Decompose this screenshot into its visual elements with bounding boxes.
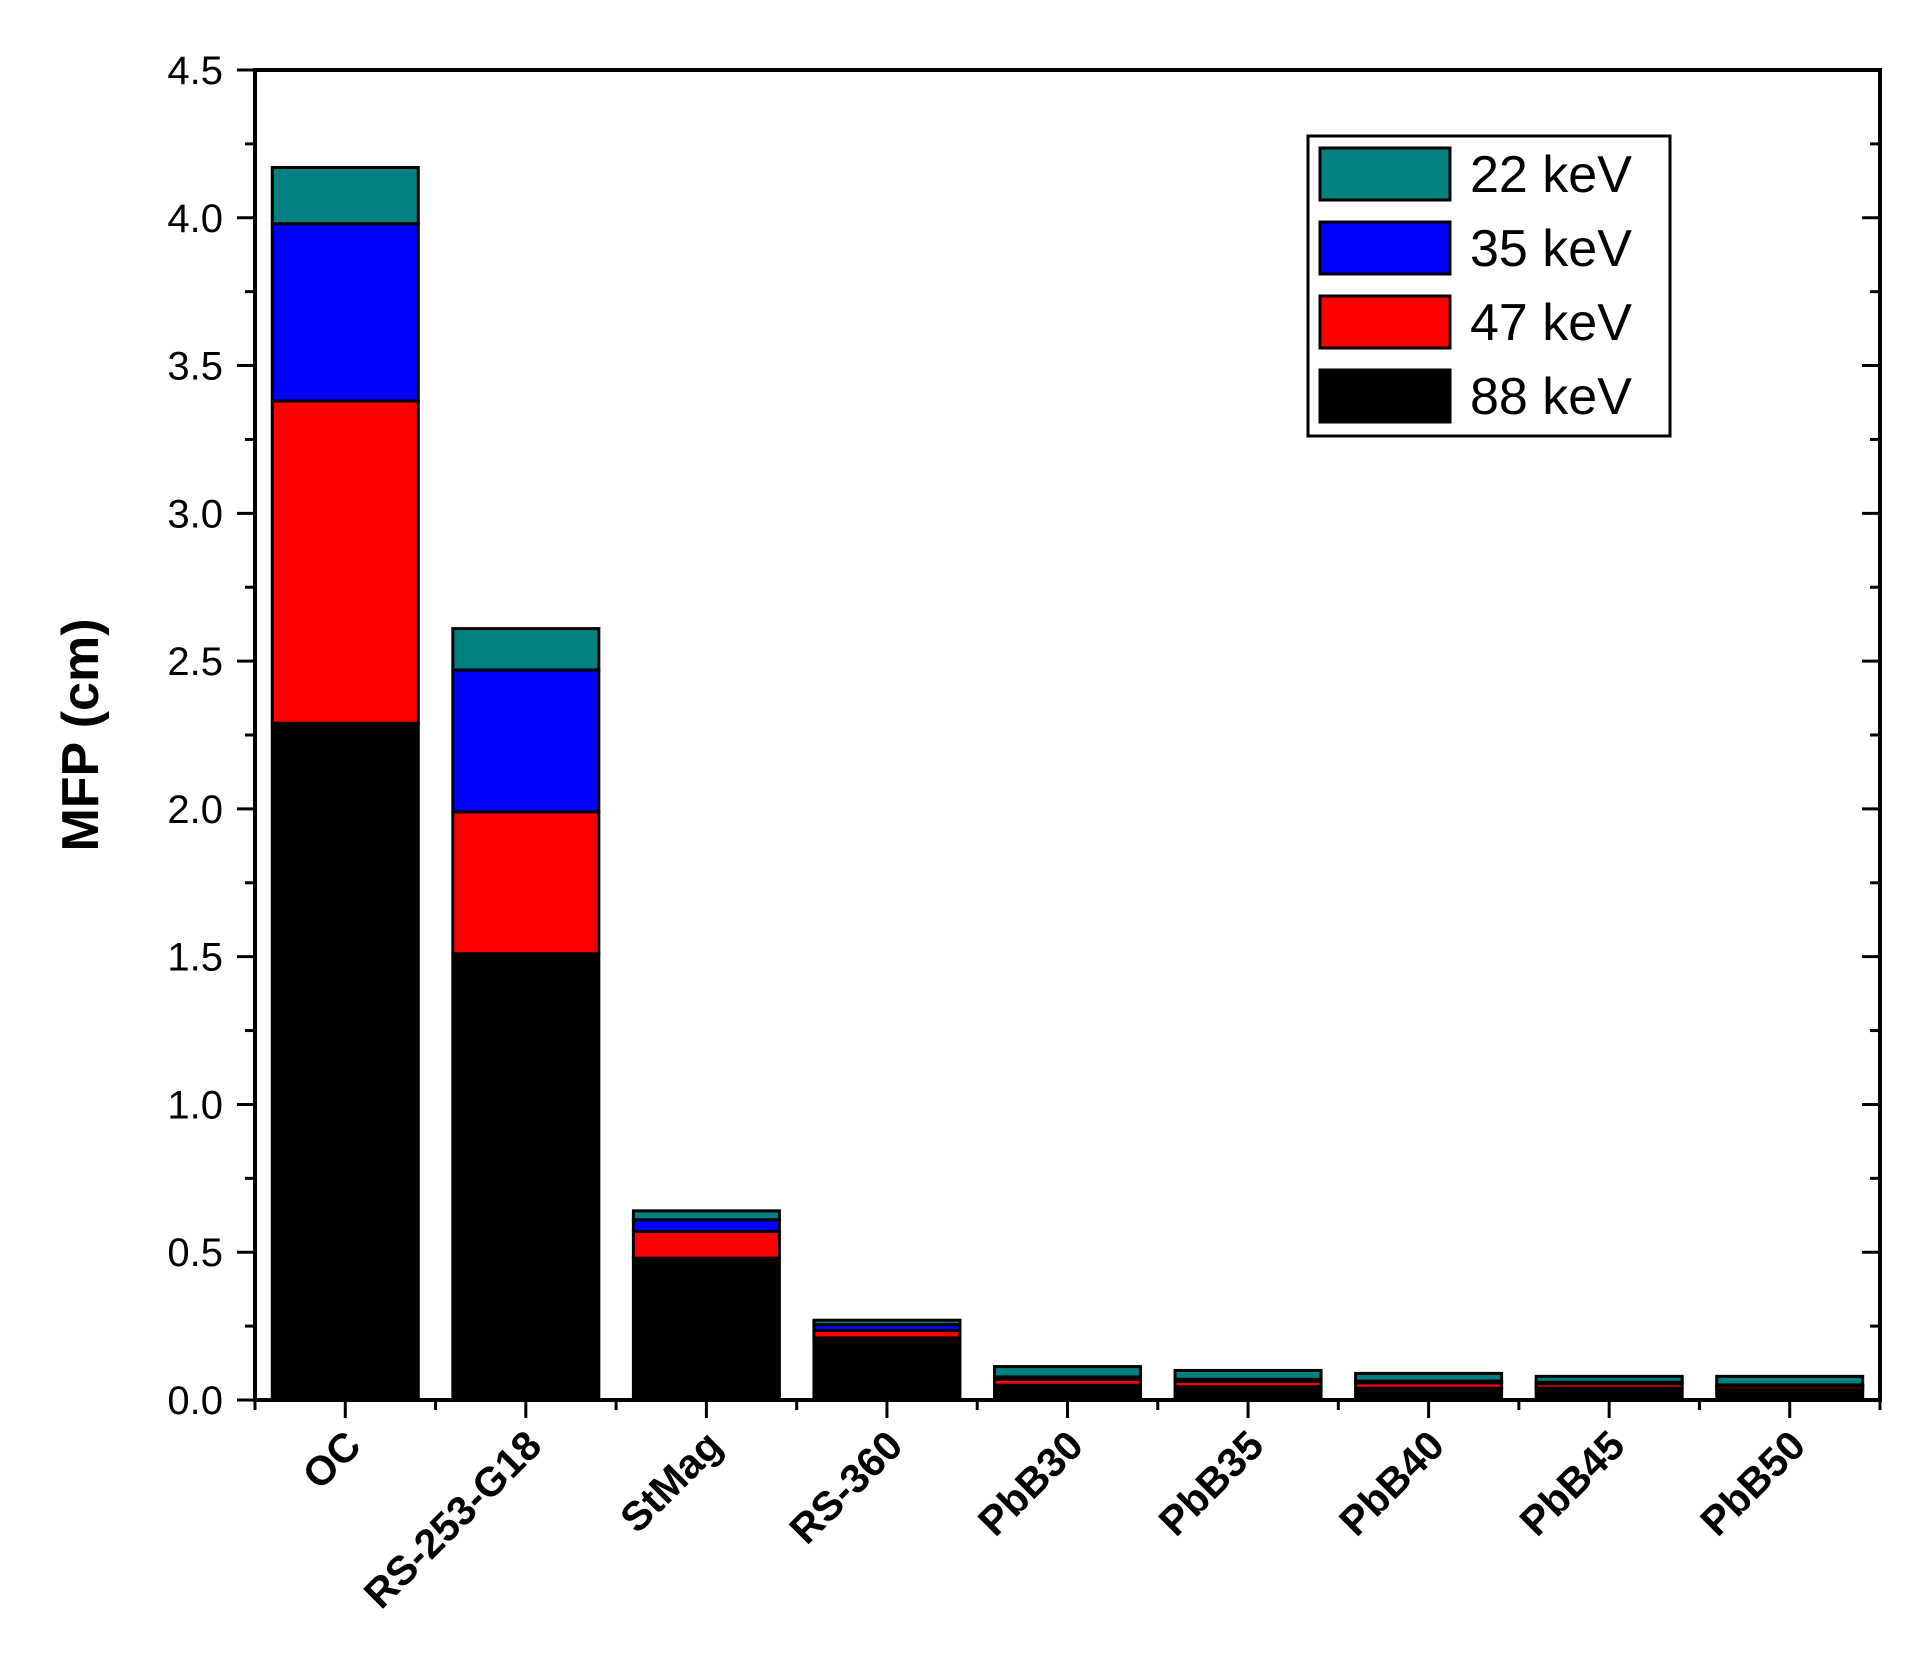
bar-segment-pbb30-22-kev (993, 1365, 1142, 1379)
y-tick-label: 1.5 (167, 936, 223, 980)
y-tick-labels: 0.0 0.5 1.0 1.5 2.0 2.5 3.0 3.5 4.0 4.5 (167, 49, 223, 1423)
bar-segment-rs-253-g18-88-kev (451, 952, 601, 1402)
x-category-label: PbB40 (1330, 1422, 1453, 1545)
bar-segment-rs-360-88-kev (812, 1336, 962, 1402)
x-category-label: RS-253-G18 (355, 1422, 550, 1617)
y-tick-label: 3.5 (167, 345, 223, 389)
bar-segment-pbb45-22-kev (1534, 1374, 1684, 1384)
y-tick-label: 4.0 (167, 197, 223, 241)
legend-label: 88 keV (1470, 368, 1632, 426)
x-category-label: OC (294, 1422, 370, 1498)
y-tick-label: 2.5 (167, 640, 223, 684)
bar-segment-rs-253-g18-47-kev (451, 810, 601, 956)
legend-label: 22 keV (1470, 146, 1632, 204)
bar-segment-pbb50-22-kev (1715, 1374, 1865, 1387)
y-tick-label: 4.5 (167, 49, 223, 93)
bars-layer (270, 166, 1865, 1402)
legend-label: 35 keV (1470, 220, 1632, 278)
bar-segment-stmag-35-kev (631, 1218, 781, 1234)
x-category-label: PbB45 (1511, 1422, 1634, 1545)
bar-segment-pbb30-88-kev (993, 1383, 1142, 1402)
y-tick-label: 3.0 (167, 492, 223, 536)
bar-segment-rs-253-g18-22-kev (451, 627, 601, 672)
bar-segment-stmag-22-kev (631, 1209, 781, 1222)
bar-segment-pbb35-22-kev (1173, 1368, 1323, 1381)
x-category-label: PbB30 (969, 1422, 1092, 1545)
legend-swatch (1318, 146, 1452, 202)
ticks-layer (237, 68, 1882, 1418)
x-category-label: StMag (611, 1422, 731, 1542)
legend-swatch (1318, 294, 1452, 350)
legend: 22 keV 35 keV 47 keV 88 keV (1306, 134, 1672, 438)
bar-segment-stmag-88-kev (631, 1256, 781, 1402)
y-tick-label: 1.0 (167, 1083, 223, 1127)
y-tick-label: 0.0 (167, 1379, 223, 1423)
bar-segment-rs-360-22-kev (812, 1318, 962, 1327)
x-category-label: PbB35 (1150, 1422, 1273, 1545)
y-axis-title: MFP (cm) (52, 618, 110, 851)
y-tick-label: 2.0 (167, 788, 223, 832)
y-tick-label: 0.5 (167, 1231, 223, 1275)
bar-segment-oc-47-kev (270, 399, 420, 725)
bar-segment-oc-35-kev (270, 222, 420, 403)
legend-swatch (1318, 220, 1452, 276)
bar-segment-oc-22-kev (270, 166, 420, 226)
bar-segment-stmag-47-kev (631, 1230, 781, 1260)
x-category-label: RS-360 (780, 1422, 911, 1553)
legend-label: 47 keV (1470, 294, 1632, 352)
x-category-label: PbB50 (1691, 1422, 1814, 1545)
bar-segment-pbb40-22-kev (1354, 1371, 1504, 1383)
bar-segment-oc-88-kev (270, 721, 420, 1402)
legend-swatch (1318, 368, 1452, 424)
bar-segment-rs-253-g18-35-kev (451, 668, 601, 814)
